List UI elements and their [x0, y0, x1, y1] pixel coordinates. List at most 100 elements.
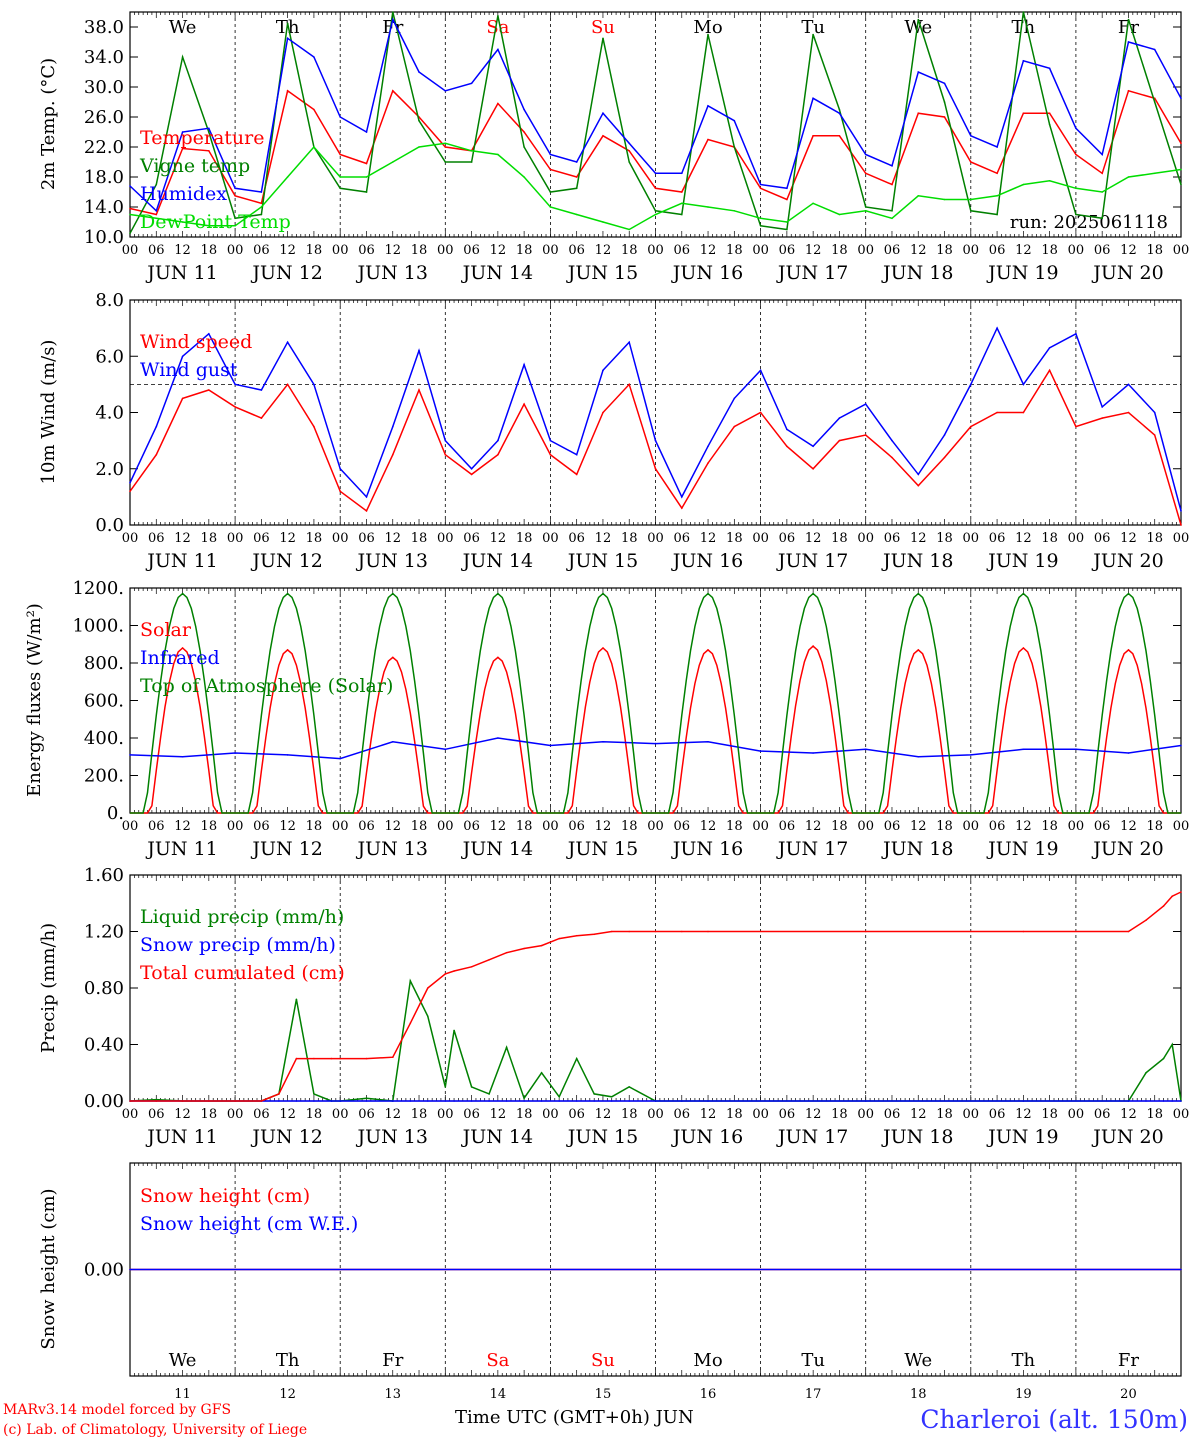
data-point-0-3-15 [523, 176, 525, 178]
data-point-2-1-10 [654, 742, 657, 745]
data-point-3-1-26 [628, 1100, 630, 1102]
hour-label-2-3-1: 06 [463, 819, 480, 834]
data-point-0-0-17 [575, 176, 578, 178]
data-point-3-2-6 [278, 1093, 280, 1095]
data-point-0-0-1 [155, 213, 158, 216]
data-point-0-3-18 [602, 221, 604, 223]
data-point-1-1-0 [129, 482, 131, 484]
data-point-0-0-3 [208, 150, 210, 152]
hour-label-2-8-1: 06 [989, 819, 1006, 834]
date-label-2-8: JUN 19 [986, 838, 1058, 860]
data-point-1-1-36 [1075, 333, 1077, 335]
day-number-8: 19 [1015, 1387, 1032, 1402]
data-point-0-3-16 [549, 206, 552, 208]
data-point-2-0-3 [497, 656, 499, 659]
data-point-3-1-33 [1145, 1100, 1147, 1102]
data-point-2-1-11 [707, 741, 709, 743]
data-point-0-3-13 [470, 150, 473, 152]
data-point-0-2-13 [470, 82, 473, 85]
hour-label-3-2-2: 12 [384, 1107, 401, 1122]
data-point-3-2-5 [260, 1100, 263, 1102]
data-point-2-2-8 [1022, 592, 1025, 595]
data-point-0-2-28 [864, 153, 867, 156]
hour-label-0-7-3: 18 [936, 243, 953, 258]
data-point-0-1-23 [733, 146, 736, 148]
data-point-0-1-9 [365, 191, 368, 193]
date-label-2-3: JUN 14 [461, 838, 533, 860]
data-point-1-0-31 [943, 456, 946, 459]
data-point-1-0-1 [155, 453, 158, 456]
date-label-1-6: JUN 17 [776, 550, 848, 572]
data-point-3-1-13 [409, 1100, 412, 1102]
hour-label-1-8-2: 12 [1015, 531, 1032, 546]
legend-entry-1-1: Wind gust [140, 359, 238, 381]
data-point-0-3-19 [628, 228, 630, 231]
hour-label-3-1-1: 06 [253, 1107, 270, 1122]
data-point-0-3-32 [970, 198, 972, 201]
data-point-1-1-12 [444, 439, 447, 442]
y-tick-label-1-3: 6.0 [95, 346, 124, 367]
data-point-3-2-1 [155, 1100, 158, 1102]
data-point-0-3-5 [260, 206, 263, 208]
hour-label-3-8-2: 12 [1015, 1107, 1032, 1122]
data-point-3-2-26 [628, 930, 630, 933]
data-point-0-2-20 [654, 172, 657, 175]
y-tick-label-0-4: 26.0 [84, 107, 124, 128]
legend-entry-0-0: Temperature [140, 127, 264, 149]
data-point-0-2-24 [759, 183, 762, 186]
data-point-3-0-15 [444, 1086, 447, 1088]
hour-label-2-2-1: 06 [358, 819, 375, 834]
y-tick-label-0-3: 22.0 [84, 137, 124, 158]
hour-label-3-0-3: 18 [201, 1107, 218, 1122]
weekday-label-0-7: We [904, 17, 932, 38]
hour-label-2-7-1: 06 [884, 819, 901, 834]
hour-label-0-9-3: 18 [1146, 243, 1163, 258]
data-point-1-0-33 [996, 411, 998, 414]
data-point-0-1-37 [1101, 217, 1103, 220]
snow-panel: Snow height (cm) 0.00 We Th Fr Sa Su Mo Tu We Th F… [38, 1162, 1182, 1402]
data-point-2-1-14 [864, 748, 867, 751]
data-point-3-2-35 [1171, 895, 1173, 897]
data-point-0-0-15 [523, 131, 525, 133]
data-point-3-0-18 [488, 1093, 490, 1095]
data-point-0-3-27 [838, 213, 841, 216]
data-point-0-1-13 [470, 161, 473, 163]
data-point-2-2-0 [181, 592, 184, 595]
data-point-1-0-19 [628, 383, 630, 386]
data-point-0-1-14 [497, 15, 499, 17]
date-label-3-7: JUN 18 [881, 1126, 953, 1148]
data-point-0-2-21 [681, 172, 683, 175]
data-point-3-0-1 [155, 1098, 158, 1101]
data-point-1-1-18 [602, 369, 604, 372]
data-point-1-0-10 [392, 453, 394, 456]
y-tick-label-2-4: 800. [84, 653, 124, 674]
data-point-0-0-34 [1022, 112, 1025, 114]
data-point-0-2-6 [286, 37, 289, 40]
data-point-0-2-18 [602, 112, 604, 114]
data-point-0-3-8 [339, 176, 342, 178]
hour-label-0-4-2: 12 [595, 243, 612, 258]
hour-label-2-3-0: 00 [437, 819, 454, 834]
data-point-3-0-22 [558, 1096, 560, 1098]
data-point-0-1-12 [444, 161, 447, 163]
data-point-0-2-8 [339, 116, 342, 118]
hour-label-3-6-0: 00 [752, 1107, 769, 1122]
data-point-0-0-19 [628, 150, 630, 152]
weekday-label-4-1: Th [276, 1350, 300, 1371]
hour-label-3-8-3: 18 [1041, 1107, 1058, 1122]
hour-label-0-8-2: 12 [1015, 243, 1032, 258]
data-point-0-2-33 [996, 146, 998, 148]
y-tick-label-0-5: 30.0 [84, 77, 124, 98]
data-point-0-0-10 [392, 90, 394, 92]
data-point-1-0-3 [208, 389, 210, 391]
data-point-0-1-36 [1075, 213, 1077, 216]
hour-label-3-7-1: 06 [884, 1107, 901, 1122]
date-label-3-1: JUN 12 [250, 1126, 322, 1148]
date-label-2-4: JUN 15 [566, 838, 638, 860]
weekday-label-0-4: Su [591, 17, 615, 38]
data-point-0-1-1 [155, 183, 158, 186]
data-point-3-2-19 [505, 951, 508, 954]
legend-entry-2-2: Top of Atmosphere (Solar) [140, 675, 393, 697]
data-point-2-1-5 [392, 741, 394, 743]
data-point-3-0-8 [313, 1093, 315, 1095]
